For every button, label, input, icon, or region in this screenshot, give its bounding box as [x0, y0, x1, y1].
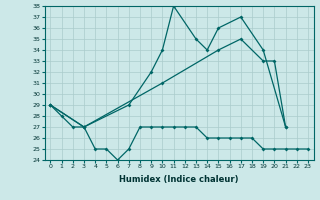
X-axis label: Humidex (Indice chaleur): Humidex (Indice chaleur) [119, 175, 239, 184]
